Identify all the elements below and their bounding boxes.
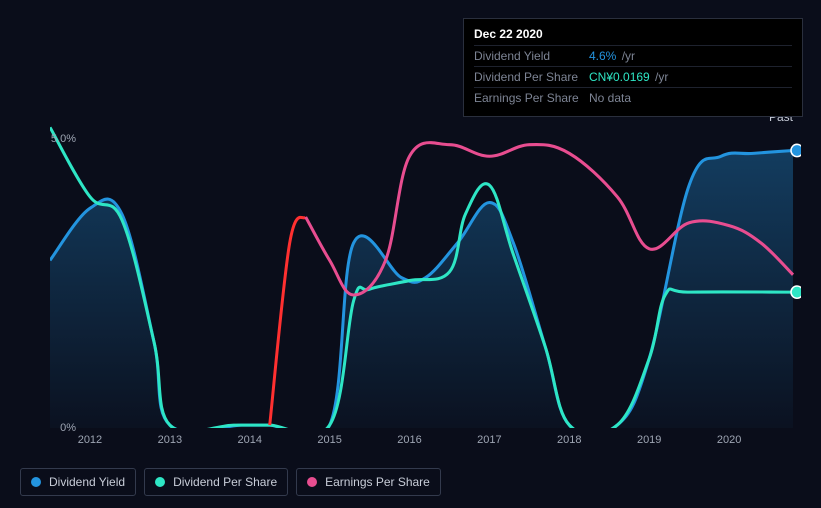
legend-item[interactable]: Dividend Yield (20, 468, 136, 496)
tooltip-key: Earnings Per Share (474, 91, 589, 105)
x-tick-label: 2020 (717, 434, 741, 446)
legend-swatch (307, 477, 317, 487)
tooltip-value: No data (589, 91, 631, 105)
y-tick-label: 5.0% (51, 133, 76, 145)
tooltip-value: CN¥0.0169 /yr (589, 70, 668, 84)
legend-item[interactable]: Earnings Per Share (296, 468, 441, 496)
x-tick-label: 2019 (637, 434, 661, 446)
x-tick-label: 2016 (397, 434, 421, 446)
x-tick-label: 2012 (78, 434, 102, 446)
legend: Dividend Yield Dividend Per Share Earnings… (20, 468, 441, 496)
x-tick-label: 2018 (557, 434, 581, 446)
tooltip-row: Dividend Yield4.6% /yr (474, 45, 792, 66)
plot: 0%5.0% 201220132014201520162017201820192… (50, 110, 801, 428)
y-tick-label: 0% (60, 422, 76, 434)
tooltip-key: Dividend Yield (474, 49, 589, 63)
legend-item[interactable]: Dividend Per Share (144, 468, 288, 496)
tooltip-key: Dividend Per Share (474, 70, 589, 84)
legend-label: Dividend Yield (49, 475, 125, 489)
tooltip-row: Earnings Per ShareNo data (474, 87, 792, 108)
chart-area: 0% 5.0% 2012 2013 2014 2015 2016 2017 2018 2019 2… (20, 10, 811, 458)
tooltip-row: Dividend Per ShareCN¥0.0169 /yr (474, 66, 792, 87)
legend-swatch (31, 477, 41, 487)
x-tick-label: 2017 (477, 434, 501, 446)
legend-swatch (155, 477, 165, 487)
x-tick-label: 2013 (158, 434, 182, 446)
legend-label: Earnings Per Share (325, 475, 430, 489)
tooltip: Dec 22 2020 Dividend Yield4.6% /yrDivide… (463, 18, 803, 117)
chart-svg (50, 110, 801, 428)
x-tick-label: 2015 (317, 434, 341, 446)
legend-label: Dividend Per Share (173, 475, 277, 489)
tooltip-value: 4.6% /yr (589, 49, 635, 63)
x-tick-label: 2014 (237, 434, 261, 446)
tooltip-title: Dec 22 2020 (474, 27, 792, 45)
